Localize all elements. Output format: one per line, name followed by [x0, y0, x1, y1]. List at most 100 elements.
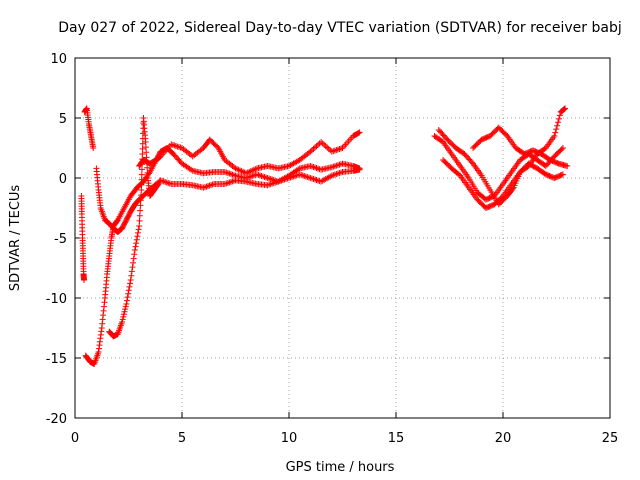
data-point: [267, 181, 274, 188]
data-point: [230, 172, 237, 179]
data-point: [355, 129, 362, 136]
data-point: [246, 173, 253, 180]
data-point: [304, 173, 311, 180]
data-point: [138, 166, 145, 173]
data-point: [144, 164, 151, 171]
data-point: [561, 105, 568, 112]
data-point: [127, 277, 134, 283]
data-point: [356, 129, 363, 136]
data-point: [333, 162, 340, 169]
data-point: [313, 165, 320, 172]
data-point: [313, 143, 320, 150]
data-point: [264, 182, 271, 189]
data-point: [558, 146, 565, 153]
data-point: [356, 166, 363, 173]
data-point: [171, 142, 178, 149]
data-point: [308, 163, 315, 170]
data-point: [468, 159, 475, 166]
series-arc3: [82, 145, 363, 367]
data-point: [301, 172, 308, 179]
data-point: [155, 181, 162, 187]
data-point: [560, 106, 567, 113]
data-point: [308, 175, 315, 182]
data-point: [337, 169, 344, 176]
data-point: [555, 119, 562, 126]
data-point: [256, 172, 263, 179]
data-point: [131, 251, 138, 258]
data-point: [318, 139, 325, 145]
data-point: [129, 264, 136, 271]
data-point: [132, 243, 139, 250]
series-arc8: [435, 127, 566, 208]
data-point: [559, 145, 566, 151]
data-point: [134, 229, 141, 236]
data-point: [249, 172, 256, 179]
grid-lines: [75, 58, 610, 418]
data-point: [333, 171, 340, 178]
data-point: [333, 147, 340, 154]
x-axis-label: GPS time / hours: [286, 460, 395, 475]
data-point: [226, 170, 233, 177]
data-point: [229, 178, 236, 185]
data-point: [125, 287, 132, 294]
series-arc4: [93, 165, 363, 235]
data-point: [138, 181, 145, 188]
data-point: [137, 207, 144, 214]
data-point: [331, 147, 338, 154]
data-point: [322, 143, 329, 150]
data-point: [223, 180, 230, 187]
data-point: [122, 303, 129, 310]
data-point: [136, 223, 143, 229]
axis-ticks: 0 5 10 15 20 25 -20 -15 -10 -5 0 5 10: [46, 52, 619, 446]
data-point: [143, 149, 150, 156]
data-point: [128, 272, 135, 279]
data-point: [135, 226, 142, 233]
data-point: [133, 240, 140, 247]
data-point: [174, 143, 181, 150]
data-point: [138, 176, 145, 183]
data-point: [203, 183, 210, 190]
y-tick-label: -10: [46, 292, 67, 307]
data-point: [139, 151, 146, 157]
data-point: [139, 145, 146, 152]
data-point: [260, 173, 267, 180]
data-point: [328, 164, 335, 171]
series-arc2: [81, 105, 97, 151]
x-tick-label: 5: [178, 431, 186, 446]
data-point: [321, 141, 328, 148]
data-point: [336, 170, 343, 177]
data-point: [138, 192, 145, 199]
data-point: [124, 294, 131, 301]
data-point: [263, 174, 270, 181]
data-point: [121, 308, 128, 315]
series-arc6: [136, 129, 363, 177]
data-point: [261, 173, 268, 180]
data-point: [311, 144, 318, 151]
data-point: [551, 133, 558, 139]
series-arc7: [431, 133, 566, 203]
data-point: [223, 169, 230, 176]
data-series: [78, 105, 571, 367]
data-point: [296, 171, 303, 178]
data-point: [330, 163, 337, 170]
data-point: [137, 197, 144, 204]
data-point: [209, 181, 216, 188]
data-point: [307, 163, 314, 169]
data-point: [334, 170, 341, 177]
data-point: [160, 178, 167, 185]
data-point: [90, 145, 97, 151]
data-point: [127, 280, 134, 287]
chart-title: Day 027 of 2022, Sidereal Day-to-day VTE…: [58, 20, 621, 36]
data-point: [204, 183, 211, 190]
data-point: [255, 171, 262, 178]
data-point: [142, 139, 149, 145]
data-point: [120, 311, 127, 318]
data-point: [266, 181, 273, 188]
data-point: [334, 162, 341, 169]
data-point: [324, 144, 331, 151]
data-point: [131, 247, 138, 253]
x-tick-label: 20: [495, 431, 512, 446]
data-point: [156, 154, 163, 161]
data-point: [552, 129, 559, 136]
data-point: [136, 217, 143, 224]
